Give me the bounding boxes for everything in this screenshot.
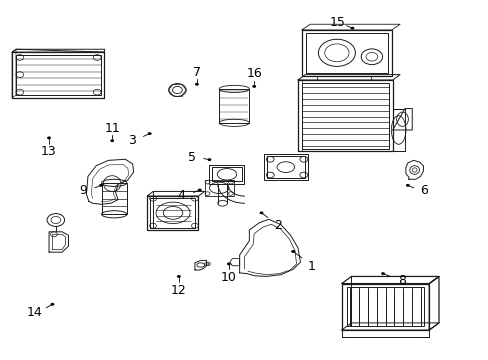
- Text: 15: 15: [329, 15, 345, 28]
- Circle shape: [405, 184, 409, 187]
- Bar: [209, 165, 244, 184]
- Circle shape: [110, 139, 114, 142]
- Bar: [147, 196, 198, 230]
- Circle shape: [259, 211, 263, 214]
- Bar: [301, 83, 388, 149]
- Text: 12: 12: [171, 284, 186, 297]
- Circle shape: [290, 250, 294, 253]
- Bar: [297, 80, 392, 152]
- Text: 16: 16: [246, 67, 262, 80]
- Circle shape: [207, 158, 211, 161]
- Bar: [341, 284, 428, 330]
- Bar: [16, 55, 101, 95]
- Text: 9: 9: [79, 184, 87, 197]
- Bar: [102, 183, 126, 214]
- Bar: [219, 89, 249, 123]
- Text: 6: 6: [420, 184, 427, 197]
- Bar: [204, 180, 233, 196]
- Text: 10: 10: [221, 271, 236, 284]
- Text: 4: 4: [177, 189, 185, 202]
- Circle shape: [99, 184, 103, 187]
- Circle shape: [198, 189, 201, 192]
- Circle shape: [147, 132, 151, 135]
- Text: 3: 3: [127, 134, 135, 147]
- Text: 1: 1: [307, 260, 315, 273]
- Bar: [301, 30, 391, 76]
- Text: 8: 8: [397, 274, 405, 287]
- Circle shape: [226, 262, 230, 265]
- Bar: [264, 154, 307, 180]
- Bar: [150, 198, 195, 228]
- Bar: [12, 52, 104, 98]
- Bar: [212, 167, 241, 181]
- Text: 14: 14: [26, 306, 42, 319]
- Bar: [346, 287, 424, 327]
- Text: 5: 5: [187, 151, 196, 165]
- Text: 13: 13: [41, 145, 57, 158]
- Circle shape: [252, 85, 256, 88]
- Bar: [305, 33, 387, 73]
- Text: 2: 2: [274, 219, 282, 232]
- Circle shape: [350, 27, 354, 30]
- Circle shape: [177, 275, 181, 278]
- Text: 7: 7: [192, 66, 201, 78]
- Circle shape: [380, 272, 384, 275]
- Bar: [266, 157, 304, 178]
- Circle shape: [50, 303, 54, 306]
- Circle shape: [195, 83, 199, 86]
- Text: 11: 11: [104, 122, 120, 135]
- Circle shape: [47, 136, 51, 139]
